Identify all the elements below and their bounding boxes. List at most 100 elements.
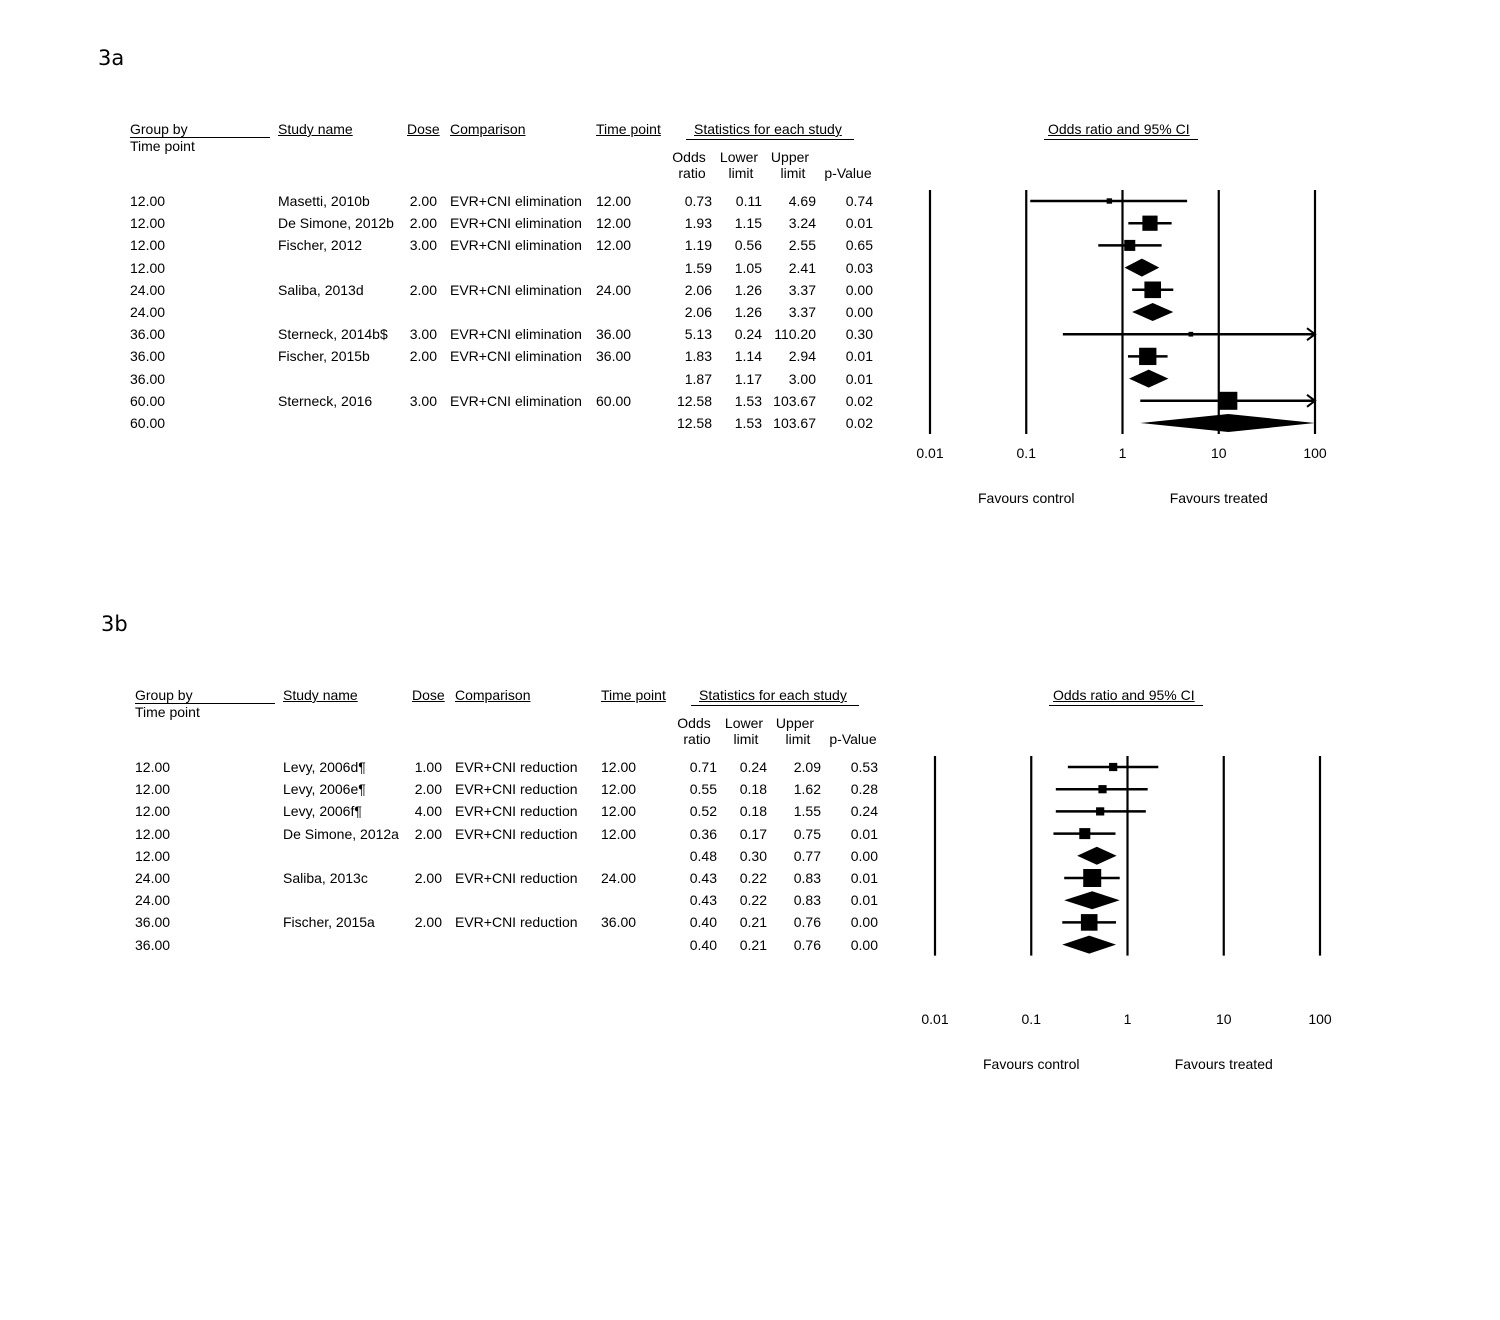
row-lower-limit: 0.21 xyxy=(739,914,767,931)
row-group: 60.00 xyxy=(130,415,166,431)
row-group: 12.00 xyxy=(130,259,166,276)
row-odds-ratio: 1.19 xyxy=(684,237,712,254)
row-study-name: Fischer, 2015b xyxy=(278,348,370,365)
forest-plot-svg xyxy=(928,190,1317,434)
row-time-point: 12.00 xyxy=(601,759,637,775)
header-ratio: ratio xyxy=(678,165,706,181)
row-upper-limit: 0.76 xyxy=(793,914,821,931)
row-p-value: 0.00 xyxy=(845,281,873,298)
row-p-value: 0.30 xyxy=(845,326,873,343)
row-dose: 2.00 xyxy=(409,281,437,298)
row-dose: 2.00 xyxy=(414,914,442,931)
row-odds-ratio: 2.06 xyxy=(684,304,712,320)
row-upper-limit: 3.37 xyxy=(788,281,816,298)
row-dose: 3.00 xyxy=(409,392,437,409)
row-comparison: EVR+CNI elimination xyxy=(450,392,582,409)
row-comparison: EVR+CNI reduction xyxy=(455,914,578,931)
row-odds-ratio: 0.48 xyxy=(689,847,717,864)
favours-control-label: Favours control xyxy=(978,490,1075,506)
row-dose: 2.00 xyxy=(409,348,437,365)
stats-rule xyxy=(686,139,854,140)
row-group: 24.00 xyxy=(135,870,171,886)
row-upper-limit: 3.24 xyxy=(788,215,816,232)
row-p-value: 0.00 xyxy=(850,936,878,953)
row-p-value: 0.01 xyxy=(845,348,873,365)
row-time-point: 36.00 xyxy=(596,326,632,343)
row-dose: 2.00 xyxy=(409,193,437,209)
header-upper: Upper xyxy=(770,149,810,165)
row-group: 12.00 xyxy=(130,237,166,254)
row-odds-ratio: 2.06 xyxy=(684,281,712,298)
row-p-value: 0.01 xyxy=(845,215,873,232)
row-time-point: 24.00 xyxy=(601,870,637,886)
favours-treated-label: Favours treated xyxy=(1174,1056,1273,1072)
row-odds-ratio: 0.36 xyxy=(689,825,717,842)
row-upper-limit: 3.00 xyxy=(788,370,816,387)
forest-plot-svg xyxy=(933,756,1322,956)
summary-diamond xyxy=(1077,846,1117,865)
row-upper-limit: 0.77 xyxy=(793,847,821,864)
row-comparison: EVR+CNI elimination xyxy=(450,237,582,254)
row-p-value: 0.00 xyxy=(850,847,878,864)
header-time-point: Time point xyxy=(601,687,666,703)
row-time-point: 60.00 xyxy=(596,392,632,409)
row-group: 36.00 xyxy=(130,370,166,387)
row-p-value: 0.01 xyxy=(850,825,878,842)
row-upper-limit: 4.69 xyxy=(788,193,816,209)
row-time-point: 12.00 xyxy=(601,781,637,798)
row-p-value: 0.03 xyxy=(845,259,873,276)
row-study-name: Sterneck, 2016 xyxy=(278,392,373,409)
row-group: 24.00 xyxy=(130,281,166,298)
header-lower: Lower xyxy=(719,149,759,165)
point-estimate-square xyxy=(1219,391,1238,410)
row-p-value: 0.74 xyxy=(845,193,873,209)
row-dose: 2.00 xyxy=(414,870,442,886)
row-odds-ratio: 0.43 xyxy=(689,870,717,886)
row-lower-limit: 0.24 xyxy=(734,326,762,343)
row-lower-limit: 0.22 xyxy=(739,870,767,886)
row-lower-limit: 1.53 xyxy=(734,415,762,431)
row-comparison: EVR+CNI elimination xyxy=(450,281,582,298)
row-dose: 2.00 xyxy=(414,825,442,842)
summary-diamond xyxy=(1064,891,1120,910)
summary-diamond xyxy=(1129,369,1169,388)
point-estimate-square xyxy=(1079,828,1091,840)
row-odds-ratio: 0.43 xyxy=(689,892,717,909)
row-odds-ratio: 12.58 xyxy=(676,392,712,409)
row-p-value: 0.53 xyxy=(850,759,878,775)
row-p-value: 0.02 xyxy=(845,415,873,431)
row-group: 12.00 xyxy=(135,759,171,775)
header-upper: Upper xyxy=(775,715,815,731)
row-odds-ratio: 0.40 xyxy=(689,936,717,953)
x-tick-label: 0.01 xyxy=(916,445,944,461)
row-upper-limit: 0.76 xyxy=(793,936,821,953)
summary-diamond xyxy=(1132,303,1174,321)
row-odds-ratio: 1.83 xyxy=(684,348,712,365)
row-lower-limit: 1.15 xyxy=(734,215,762,232)
point-estimate-square xyxy=(1124,239,1136,251)
row-group: 36.00 xyxy=(135,914,171,931)
row-study-name: Saliba, 2013d xyxy=(278,281,364,298)
ci-arrow xyxy=(1306,327,1317,342)
row-lower-limit: 0.18 xyxy=(739,781,767,798)
row-upper-limit: 110.20 xyxy=(774,326,816,343)
x-tick-label: 10 xyxy=(1215,1011,1232,1027)
row-upper-limit: 2.09 xyxy=(793,759,821,775)
row-time-point: 12.00 xyxy=(596,237,632,254)
row-p-value: 0.00 xyxy=(850,914,878,931)
row-odds-ratio: 0.71 xyxy=(689,759,717,775)
summary-diamond xyxy=(1124,258,1160,277)
header-lower: Lower xyxy=(724,715,764,731)
row-p-value: 0.02 xyxy=(845,392,873,409)
row-odds-ratio: 1.93 xyxy=(684,215,712,232)
x-tick-label: 0.1 xyxy=(1016,445,1036,461)
row-lower-limit: 0.22 xyxy=(739,892,767,909)
row-upper-limit: 0.83 xyxy=(793,870,821,886)
header-study-name: Study name xyxy=(278,121,353,137)
row-odds-ratio: 1.59 xyxy=(684,259,712,276)
row-group: 24.00 xyxy=(130,304,166,320)
header-time-point-sub: Time point xyxy=(135,704,200,720)
row-comparison: EVR+CNI reduction xyxy=(455,870,578,886)
header-stats: Statistics for each study xyxy=(699,687,847,703)
forest-plot-panel-3b: 3b Group by Time point Study name Dose Compa… xyxy=(0,566,1500,1126)
